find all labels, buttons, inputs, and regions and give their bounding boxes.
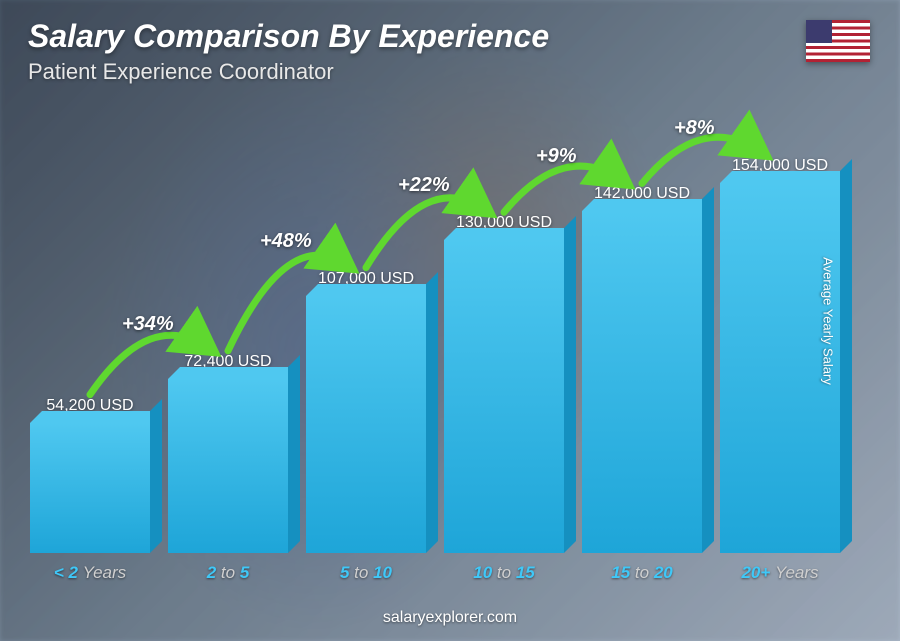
- bar-front: [582, 211, 702, 553]
- x-axis-labels: < 2 Years 2 to 5 5 to 10 10 to 15 15 to 20 20…: [30, 563, 840, 583]
- bar-front: [30, 423, 150, 553]
- bar-top-face: [720, 171, 852, 183]
- bar: [168, 379, 288, 553]
- x-axis-label: 5 to 10: [306, 563, 426, 583]
- bar-top-face: [30, 411, 162, 423]
- bar-front: [444, 240, 564, 553]
- percent-increase-label: +48%: [260, 230, 312, 253]
- x-axis-label: 2 to 5: [168, 563, 288, 583]
- bar: [306, 296, 426, 553]
- salary-bar-chart: 54,200 USD72,400 USD107,000 USD130,000 U…: [30, 120, 840, 583]
- bar-wrap: 130,000 USD: [444, 120, 564, 553]
- bar-side-face: [426, 272, 438, 553]
- header: Salary Comparison By Experience Patient …: [28, 18, 872, 85]
- percent-increase-label: +34%: [122, 313, 174, 336]
- percent-increase-label: +8%: [674, 117, 715, 140]
- bar: [582, 211, 702, 553]
- bar-top-face: [444, 228, 576, 240]
- bar-side-face: [702, 187, 714, 553]
- x-axis-label: < 2 Years: [30, 563, 150, 583]
- bar-side-face: [288, 355, 300, 553]
- bar: [444, 240, 564, 553]
- us-flag-icon: [806, 20, 870, 62]
- page-title: Salary Comparison By Experience: [28, 18, 872, 55]
- bar-side-face: [840, 159, 852, 553]
- footer-attribution: salaryexplorer.com: [0, 609, 900, 627]
- bar-side-face: [150, 399, 162, 553]
- x-axis-label: 10 to 15: [444, 563, 564, 583]
- x-axis-label: 20+ Years: [720, 563, 840, 583]
- bar-top-face: [582, 199, 714, 211]
- bar-top-face: [168, 367, 300, 379]
- bar-wrap: 142,000 USD: [582, 120, 702, 553]
- bar-front: [306, 296, 426, 553]
- bar: [30, 423, 150, 553]
- bar-wrap: 72,400 USD: [168, 120, 288, 553]
- bar-wrap: 54,200 USD: [30, 120, 150, 553]
- bar-top-face: [306, 284, 438, 296]
- bar-front: [168, 379, 288, 553]
- x-axis-label: 15 to 20: [582, 563, 702, 583]
- percent-increase-label: +22%: [398, 174, 450, 197]
- page-subtitle: Patient Experience Coordinator: [28, 59, 872, 85]
- y-axis-label: Average Yearly Salary: [821, 257, 836, 385]
- percent-increase-label: +9%: [536, 145, 577, 168]
- bar-side-face: [564, 216, 576, 553]
